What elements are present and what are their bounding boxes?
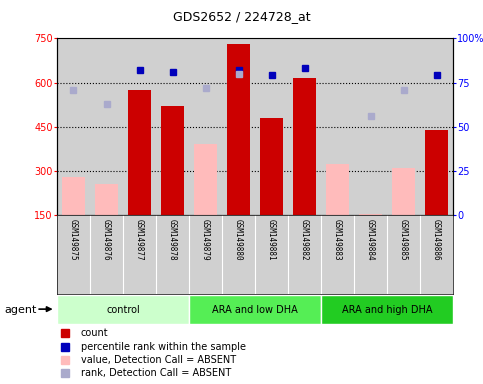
Bar bbox=[293, 78, 316, 215]
Text: GSM149879: GSM149879 bbox=[201, 219, 210, 261]
Text: GSM149886: GSM149886 bbox=[432, 219, 441, 261]
Text: agent: agent bbox=[5, 305, 37, 314]
Bar bbox=[189, 295, 321, 324]
Text: GSM149877: GSM149877 bbox=[135, 219, 144, 261]
Bar bbox=[326, 164, 349, 215]
Bar bbox=[161, 106, 184, 215]
Text: rank, Detection Call = ABSENT: rank, Detection Call = ABSENT bbox=[81, 368, 231, 379]
Text: GSM149881: GSM149881 bbox=[267, 219, 276, 261]
Bar bbox=[95, 184, 118, 215]
Bar bbox=[392, 168, 415, 215]
Text: GSM149875: GSM149875 bbox=[69, 219, 78, 261]
Text: GSM149885: GSM149885 bbox=[399, 219, 408, 261]
Bar bbox=[62, 177, 85, 215]
Bar bbox=[321, 295, 453, 324]
Bar bbox=[260, 118, 283, 215]
Text: GSM149876: GSM149876 bbox=[102, 219, 111, 261]
Bar bbox=[57, 295, 189, 324]
Text: count: count bbox=[81, 328, 108, 338]
Text: GSM149883: GSM149883 bbox=[333, 219, 342, 261]
Text: value, Detection Call = ABSENT: value, Detection Call = ABSENT bbox=[81, 355, 236, 365]
Bar bbox=[227, 44, 250, 215]
Text: GSM149880: GSM149880 bbox=[234, 219, 243, 261]
Bar bbox=[359, 214, 382, 215]
Bar bbox=[128, 90, 151, 215]
Bar bbox=[425, 130, 448, 215]
Text: percentile rank within the sample: percentile rank within the sample bbox=[81, 341, 246, 352]
Text: GSM149878: GSM149878 bbox=[168, 219, 177, 261]
Text: GDS2652 / 224728_at: GDS2652 / 224728_at bbox=[173, 10, 310, 23]
Text: GSM149884: GSM149884 bbox=[366, 219, 375, 261]
Bar bbox=[194, 144, 217, 215]
Text: GSM149882: GSM149882 bbox=[300, 219, 309, 261]
Text: ARA and high DHA: ARA and high DHA bbox=[342, 305, 432, 314]
Text: control: control bbox=[106, 305, 140, 314]
Text: ARA and low DHA: ARA and low DHA bbox=[212, 305, 298, 314]
